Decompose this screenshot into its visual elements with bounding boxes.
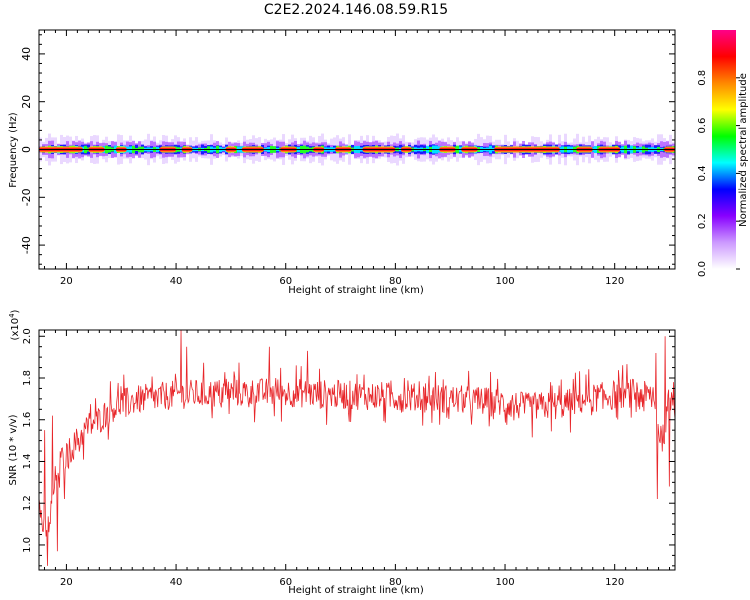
snr-xtick-label: 20 — [60, 577, 73, 588]
snr-multiplier-exp: 4 — [8, 313, 16, 318]
spectrogram-heatmap — [39, 133, 675, 166]
colorbar-bar — [712, 30, 736, 269]
colorbar-tick-label: 0.2 — [697, 213, 708, 229]
snr-ylabel: SNR (10 * v/v) — [8, 414, 19, 485]
snr-ytick-label: 1.0 — [22, 537, 33, 553]
spectrogram-panel: 20 40 60 80 100 120 -40 -20 0 20 40 Height of stra… — [8, 29, 676, 296]
colorbar-tick-label: 0.6 — [697, 118, 708, 134]
colorbar-ticks: 0.0 0.2 0.4 0.6 0.8 — [697, 70, 740, 277]
spectrogram-xtick-label: 80 — [389, 276, 402, 287]
snr-xtick-label: 80 — [389, 577, 402, 588]
colorbar-tick-label: 0.8 — [697, 70, 708, 86]
snr-series-line — [39, 330, 675, 566]
snr-frame — [38, 329, 676, 571]
spectrogram-xtick-label: 120 — [605, 276, 624, 287]
snr-multiplier-open: (x10 — [10, 318, 21, 341]
spectrogram-xtick-label: 60 — [279, 276, 292, 287]
snr-multiplier: (x104) — [8, 309, 21, 340]
snr-ytick-label: 2.0 — [22, 328, 33, 344]
spectrogram-ytick-label: -40 — [20, 236, 33, 254]
snr-panel: 20 40 60 80 100 120 1.0 1.2 1.4 1.6 1.8 2.0 Height … — [8, 309, 676, 596]
spectrogram-ytick-label: 0 — [20, 146, 33, 153]
spectrogram-xtick-label: 20 — [60, 276, 73, 287]
spectrogram-ylabel: Frequency (Hz) — [8, 112, 19, 188]
colorbar-tick-label: 0.4 — [697, 165, 708, 181]
snr-xtick-label: 100 — [495, 577, 514, 588]
snr-ytick-label: 1.6 — [22, 412, 33, 428]
spectrogram-ytick-label: 40 — [20, 47, 33, 61]
spectrogram-ytick-label: 20 — [20, 95, 33, 109]
snr-ytick-label: 1.2 — [22, 495, 33, 511]
snr-background — [39, 330, 675, 570]
spectrogram-xlabel: Height of straight line (km) — [288, 285, 424, 296]
figure-title: C2E2.2024.146.08.59.R15 — [264, 2, 448, 18]
spectrogram-frame — [38, 29, 676, 270]
spectrogram-ytick-label: -20 — [20, 188, 33, 206]
snr-xtick-label: 60 — [279, 577, 292, 588]
colorbar-tick-label: 0.0 — [697, 261, 708, 277]
snr-ytick-label: 1.4 — [22, 454, 33, 470]
spectrogram-xtick-label: 40 — [170, 276, 183, 287]
snr-xtick-label: 40 — [170, 577, 183, 588]
snr-xlabel: Height of straight line (km) — [288, 585, 424, 596]
snr-xtick-label: 120 — [605, 577, 624, 588]
spectrogram-xtick-label: 100 — [495, 276, 514, 287]
snr-multiplier-close: ) — [10, 309, 21, 313]
colorbar-label: Normalized spectral amplitude — [738, 73, 749, 227]
snr-ytick-label: 1.8 — [22, 370, 33, 386]
colorbar: 0.0 0.2 0.4 0.6 0.8 Normalized spectral ampl… — [697, 30, 749, 277]
